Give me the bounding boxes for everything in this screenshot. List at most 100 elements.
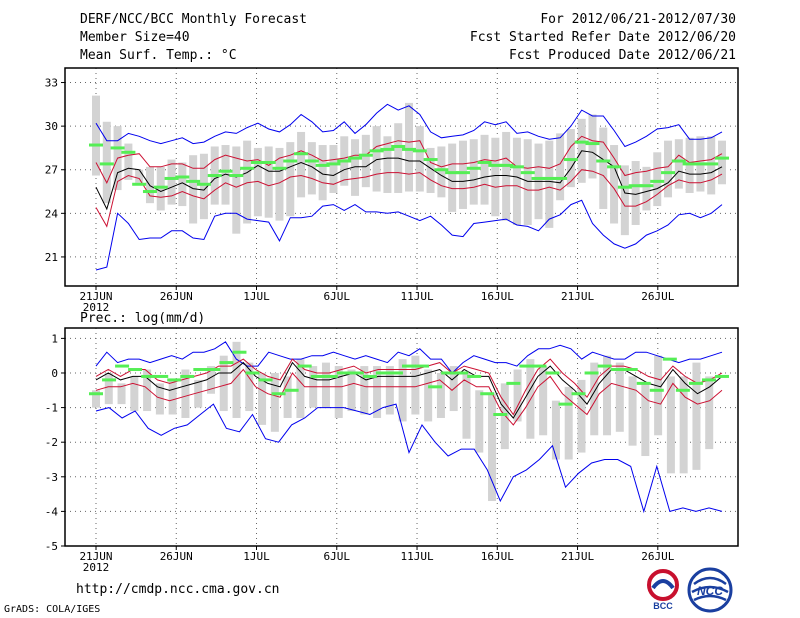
- ensemble-box: [513, 369, 522, 422]
- ensemble-box: [334, 366, 343, 418]
- x-year-label: 2012: [83, 561, 110, 574]
- lower-line: [95, 368, 723, 426]
- x-tick-label: 16JUL: [481, 550, 514, 563]
- ensemble-box: [221, 145, 230, 205]
- ensemble-box: [253, 147, 262, 217]
- max-line: [95, 103, 723, 148]
- max-line: [95, 341, 723, 374]
- y-tick-label: 0: [51, 367, 58, 380]
- ensemble-box: [206, 366, 215, 394]
- ensemble-box: [448, 143, 457, 212]
- ensemble-box: [610, 145, 619, 224]
- x-tick-label: 11JUL: [400, 290, 433, 303]
- min-line: [95, 199, 723, 271]
- ensemble-box: [628, 376, 637, 446]
- ensemble-box: [232, 341, 241, 418]
- ensemble-box: [219, 355, 228, 412]
- ensemble-box: [551, 400, 560, 460]
- ensemble-box: [360, 366, 369, 415]
- y-tick-label: -3: [45, 471, 58, 484]
- ensemble-box: [264, 146, 273, 218]
- ensemble-box: [599, 127, 608, 209]
- upper-line: [95, 358, 723, 416]
- ensemble-box: [664, 140, 673, 198]
- upper-line: [95, 135, 723, 184]
- y-tick-label: 24: [45, 207, 59, 220]
- plot-frame: [64, 327, 739, 547]
- ensemble-box: [286, 142, 295, 217]
- ensemble-box: [415, 126, 424, 192]
- x-tick-label: 21JUL: [561, 550, 594, 563]
- ensemble-box: [469, 139, 478, 205]
- ensemble-box: [539, 366, 548, 436]
- ensemble-box: [398, 359, 407, 422]
- ensemble-box: [564, 386, 573, 460]
- ensemble-box: [329, 145, 338, 193]
- ensemble-box: [411, 355, 420, 415]
- x-year-label: 2012: [83, 301, 110, 314]
- forecast-period: For 2012/06/21-2012/07/30: [540, 12, 736, 27]
- ensemble-box: [480, 134, 489, 205]
- ensemble-box: [500, 383, 509, 450]
- ensemble-box: [462, 372, 471, 439]
- member-size: Member Size=40: [80, 30, 190, 45]
- panel-precipitation: -5 -4 -3 -2 -1 0 1 21JUN 26JUN 1JUL 6JUL 11JUL 16JUL…: [45, 311, 739, 574]
- ensemble-box: [130, 376, 139, 412]
- ensemble-box: [545, 140, 554, 228]
- x-tick-label: 21JUN: [79, 290, 112, 303]
- ensemble-box: [318, 145, 327, 201]
- ensemble-box: [167, 159, 176, 205]
- y-tick-label: 33: [45, 77, 58, 90]
- y-tick-label: 30: [45, 120, 58, 133]
- ensemble-box: [523, 139, 532, 225]
- ensemble-box: [679, 376, 688, 474]
- ensemble-box: [405, 102, 413, 192]
- mean-line: [95, 150, 723, 211]
- ensemble-box: [275, 147, 284, 221]
- lower-line: [95, 169, 723, 228]
- ensemble-box: [135, 169, 144, 183]
- ensemble-box: [556, 133, 565, 201]
- ensemble-box: [104, 372, 113, 405]
- ensemble-box: [321, 362, 330, 408]
- x-tick-label: 21JUL: [561, 290, 594, 303]
- x-tick-label: 1JUL: [243, 550, 270, 563]
- x-tick-label: 26JUN: [160, 550, 193, 563]
- ensemble-box: [424, 369, 433, 422]
- ensemble-box: [458, 140, 467, 209]
- ensemble-box: [577, 379, 586, 453]
- ensemble-box: [692, 362, 701, 470]
- x-tick-label: 6JUL: [324, 290, 351, 303]
- ensemble-box: [351, 139, 360, 196]
- chart-title: DERF/NCC/BCC Monthly Forecast: [80, 12, 307, 27]
- ensemble-box: [641, 383, 650, 457]
- ensemble-box: [718, 140, 726, 185]
- ensemble-box: [307, 142, 316, 195]
- ensemble-box: [168, 379, 177, 415]
- ensemble-box: [590, 362, 599, 436]
- ensemble-box: [620, 165, 629, 236]
- ensemble-box: [588, 114, 597, 179]
- x-tick-label: 6JUL: [324, 550, 351, 563]
- svg-text:BCC: BCC: [653, 601, 673, 611]
- ensemble-box: [372, 126, 381, 192]
- ensemble-box: [189, 155, 198, 224]
- ensemble-box: [117, 383, 126, 405]
- ensemble-box: [705, 376, 714, 450]
- ensemble-box: [488, 393, 497, 502]
- ensemble-box: [243, 140, 252, 224]
- ensemble-box: [383, 136, 392, 193]
- ensemble-box: [654, 355, 663, 436]
- ensemble-box: [631, 161, 640, 225]
- x-tick-label: 11JUL: [400, 550, 433, 563]
- ensemble-box: [603, 355, 612, 436]
- ensemble-box: [194, 379, 203, 408]
- x-tick-label: 21JUN: [79, 550, 112, 563]
- ensemble-box: [178, 162, 187, 207]
- x-tick-label: 26JUL: [641, 290, 674, 303]
- ensemble-box: [373, 366, 382, 418]
- source-url[interactable]: http://cmdp.ncc.cma.gov.cn: [76, 582, 280, 597]
- min-line: [95, 403, 723, 514]
- y-tick-label: 21: [45, 251, 58, 264]
- ensemble-box: [502, 131, 511, 221]
